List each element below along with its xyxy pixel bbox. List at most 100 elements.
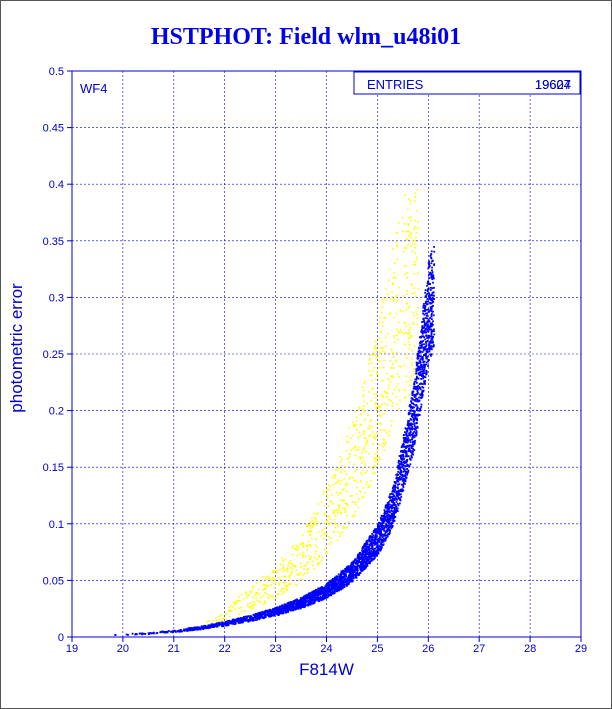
data-point (382, 380, 384, 382)
data-point (425, 294, 428, 297)
data-point (428, 348, 431, 351)
data-point (397, 487, 399, 490)
data-point (417, 227, 420, 229)
data-point (383, 509, 386, 512)
data-point (420, 363, 423, 366)
data-point (320, 535, 323, 537)
data-point (263, 587, 266, 590)
data-point (228, 610, 231, 613)
data-point (403, 434, 405, 436)
data-point (346, 526, 348, 529)
data-point (307, 595, 310, 598)
data-point (291, 545, 294, 548)
data-point (402, 445, 405, 448)
data-point (359, 556, 362, 559)
data-point (390, 523, 393, 526)
data-point (392, 282, 394, 284)
data-point (413, 434, 416, 437)
data-point (408, 412, 410, 414)
data-point (421, 368, 424, 371)
data-point (300, 605, 303, 608)
data-point (270, 595, 272, 597)
data-point (325, 533, 328, 535)
data-point (412, 414, 415, 417)
data-point (385, 504, 388, 507)
data-point (428, 335, 431, 338)
data-point (398, 489, 401, 492)
data-point (127, 633, 129, 636)
data-point (364, 548, 367, 551)
data-point (406, 434, 409, 437)
data-point (163, 631, 166, 634)
data-point (415, 404, 418, 407)
data-point (366, 562, 369, 565)
data-point (362, 487, 365, 489)
data-point (374, 396, 377, 399)
data-point (375, 551, 377, 554)
data-point (385, 512, 388, 515)
data-point (295, 573, 298, 576)
data-point (328, 543, 331, 545)
data-point (426, 290, 429, 293)
data-point (181, 630, 183, 633)
data-point (396, 507, 399, 510)
data-point (423, 306, 426, 309)
data-point (378, 321, 381, 324)
data-point (382, 543, 385, 546)
data-point (368, 485, 370, 488)
data-point (291, 606, 293, 608)
data-point (339, 533, 341, 535)
data-point (354, 501, 356, 504)
data-point (361, 560, 364, 563)
data-point (335, 508, 338, 511)
data-point (384, 539, 387, 542)
data-point (338, 508, 340, 511)
data-point (386, 510, 389, 512)
data-point (410, 422, 412, 425)
data-point (375, 554, 378, 557)
data-point (415, 381, 418, 384)
data-point (425, 322, 428, 325)
data-point (224, 621, 227, 623)
data-point (301, 596, 304, 599)
data-point (414, 416, 417, 419)
data-point (315, 520, 318, 523)
data-point (286, 608, 289, 611)
data-point (326, 551, 328, 553)
data-point (256, 618, 258, 621)
data-point (375, 535, 378, 538)
data-point (398, 483, 401, 485)
data-point (258, 618, 261, 621)
stats-entries-value: 19604 (535, 77, 571, 92)
data-point (346, 435, 349, 438)
data-point (313, 590, 316, 592)
data-point (398, 476, 401, 478)
data-point (396, 510, 399, 512)
data-point (350, 570, 353, 573)
data-point (339, 579, 342, 582)
data-point (309, 534, 312, 537)
data-point (366, 542, 369, 544)
data-point (426, 320, 429, 323)
data-point (429, 289, 432, 291)
y-tick-label: 0.5 (49, 66, 64, 78)
data-point (373, 543, 376, 546)
data-point (415, 368, 418, 371)
data-point (353, 573, 356, 576)
data-point (413, 383, 415, 385)
data-point (359, 472, 362, 474)
data-point (388, 528, 391, 531)
data-point (340, 511, 342, 514)
data-point (338, 586, 341, 589)
data-point (365, 563, 367, 565)
data-point (354, 514, 356, 516)
data-point (291, 571, 293, 573)
data-point (295, 605, 298, 608)
data-point (247, 605, 249, 608)
data-point (301, 600, 304, 603)
data-point (403, 468, 405, 471)
data-point (340, 465, 343, 467)
data-point (432, 310, 434, 313)
data-point (407, 464, 409, 467)
data-point (368, 561, 371, 564)
